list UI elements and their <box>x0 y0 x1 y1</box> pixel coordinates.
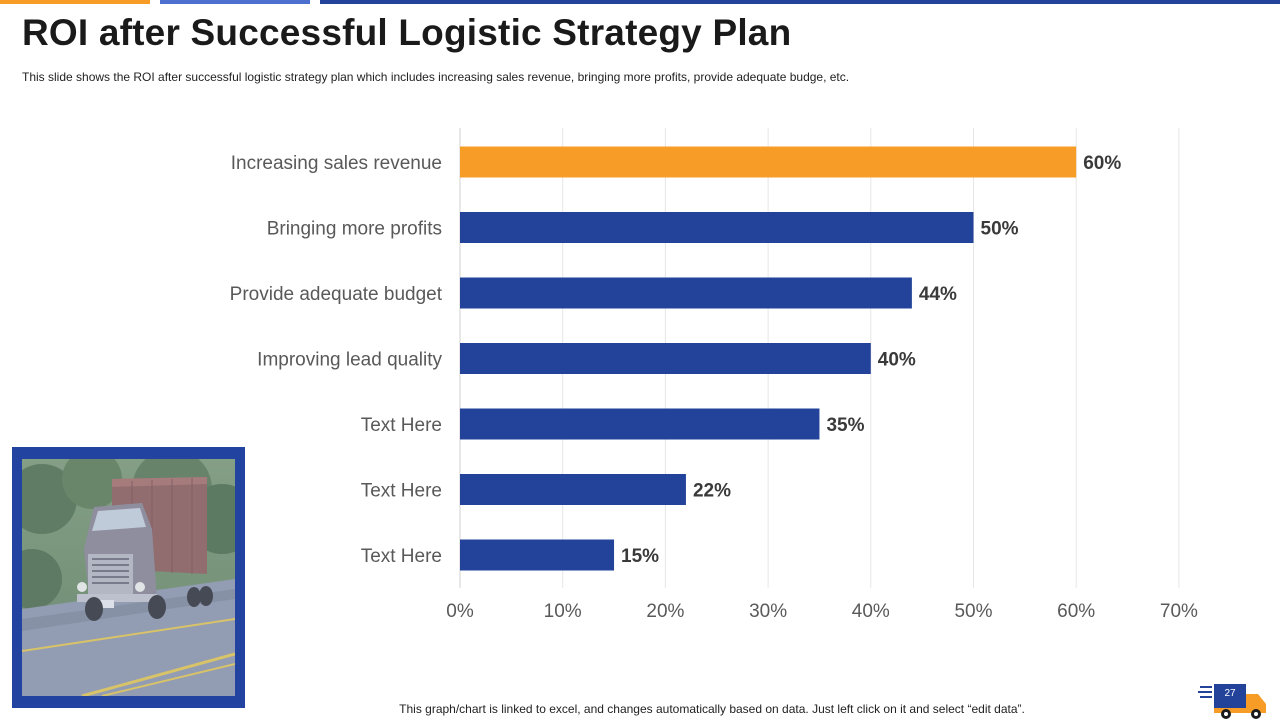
bar[interactable] <box>460 343 871 374</box>
data-label: 15% <box>621 546 659 567</box>
slide-title: ROI after Successful Logistic Strategy P… <box>22 12 792 53</box>
top-accent-bar-light-blue <box>160 0 310 4</box>
data-label: 60% <box>1083 153 1121 174</box>
bar[interactable] <box>460 212 974 243</box>
category-label: Improving lead quality <box>257 350 442 371</box>
x-tick-label: 0% <box>446 601 474 622</box>
data-label: 22% <box>693 481 731 502</box>
truck-logo-icon <box>1198 684 1266 719</box>
top-accent-bar-blue <box>320 0 1280 4</box>
data-label: 40% <box>878 350 916 371</box>
category-label: Text Here <box>361 415 442 436</box>
x-tick-label: 20% <box>646 601 684 622</box>
category-label: Text Here <box>361 546 442 567</box>
category-label: Provide adequate budget <box>230 284 443 305</box>
bar[interactable] <box>460 539 615 571</box>
data-label: 35% <box>826 415 864 436</box>
chart-footer-note: This graph/chart is linked to excel, and… <box>399 702 1025 716</box>
x-tick-label: 50% <box>954 601 992 622</box>
category-label: Bringing more profits <box>267 219 442 240</box>
truck-photo-frame <box>12 447 245 708</box>
top-accent-bar-orange <box>0 0 150 4</box>
x-tick-label: 10% <box>544 601 582 622</box>
x-tick-label: 70% <box>1160 601 1198 622</box>
x-tick-label: 60% <box>1057 601 1095 622</box>
bar[interactable] <box>460 408 820 440</box>
category-label: Text Here <box>361 481 442 502</box>
bar[interactable] <box>460 146 1077 178</box>
roi-bar-chart[interactable]: 0% 10% 20% 30% 40% 50% 60% 70% Increasing sales … <box>0 0 1280 640</box>
bar[interactable] <box>460 277 912 309</box>
category-label: Increasing sales revenue <box>231 153 442 174</box>
data-label: 50% <box>981 219 1019 240</box>
slide-subtitle: This slide shows the ROI after successfu… <box>22 70 850 84</box>
x-tick-label: 40% <box>852 601 890 622</box>
bar[interactable] <box>460 474 686 505</box>
data-label: 44% <box>919 284 957 305</box>
x-tick-label: 30% <box>749 601 787 622</box>
page-number: 27 <box>1224 688 1236 699</box>
truck-photo <box>22 459 235 696</box>
